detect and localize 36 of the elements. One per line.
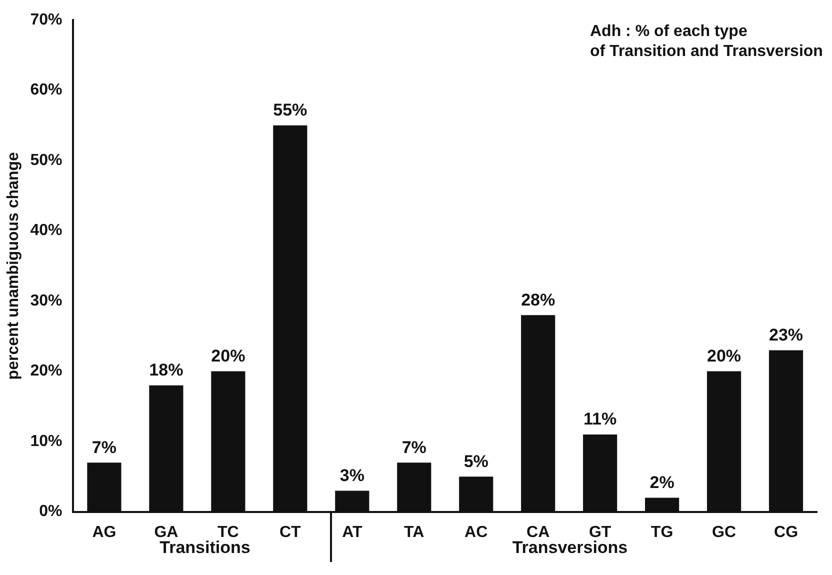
x-tick-label: GC	[712, 524, 736, 541]
x-tick-label: TG	[650, 524, 674, 541]
x-tick-label: CG	[774, 524, 798, 541]
y-tick-label: 10%	[30, 432, 62, 450]
y-tick-label: 60%	[30, 82, 62, 99]
data-label: 20%	[211, 346, 246, 366]
data-label: 11%	[584, 410, 617, 429]
data-label: 5%	[464, 452, 488, 471]
text: Transversions	[512, 538, 628, 558]
x-tick-label: CT	[279, 524, 302, 541]
text: Transitions	[160, 538, 250, 558]
data-label: 7%	[402, 438, 426, 457]
x-tick-label: TC	[218, 524, 240, 541]
y-tick-label: 40%	[30, 222, 62, 240]
data-label: 2%	[650, 472, 674, 492]
y-tick-label: 70%	[30, 11, 62, 28]
data-label: 7%	[92, 438, 117, 457]
data-label: 18%	[149, 360, 184, 380]
x-tick-label: AC	[464, 524, 488, 541]
y-axis-title: percent unambiguous change	[5, 152, 22, 380]
x-tick-label: CA	[526, 524, 550, 541]
x-tick-label: GA	[154, 524, 179, 541]
data-label: 55%	[273, 100, 308, 120]
x-tick-label: AT	[342, 524, 362, 541]
x-tick-label: AG	[92, 524, 116, 541]
y-tick-label: 0%	[39, 503, 62, 520]
x-tick-label: GT	[588, 524, 612, 541]
data-label: 3%	[340, 466, 364, 485]
y-tick-label: 50%	[30, 152, 62, 169]
y-tick-label: 30%	[30, 292, 62, 310]
data-label: 28%	[521, 290, 556, 310]
x-tick-label: TA	[404, 524, 425, 541]
text: Adh : % of each type of Transition and Transversion	[590, 22, 823, 62]
data-label: 23%	[768, 325, 804, 344]
data-label: 20%	[707, 346, 742, 366]
y-tick-label: 20%	[30, 362, 62, 380]
